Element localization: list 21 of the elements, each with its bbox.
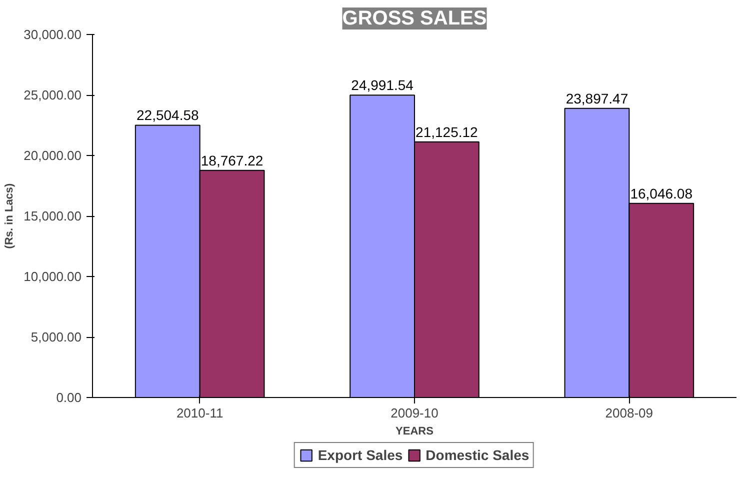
data-label: 23,897.47 [566,90,628,106]
data-label: 16,046.08 [630,185,693,202]
legend-label: Domestic Sales [426,447,530,463]
x-axis-title: YEARS [396,426,434,438]
data-label: 24,991.54 [351,77,414,94]
y-tick-label: 10,000.00 [24,269,82,284]
y-tick-label: 30,000.00 [24,27,82,42]
chart-title: GROSS SALES [342,8,487,30]
x-tick-label: 2010-11 [176,406,224,420]
x-tick-label: 2008-09 [605,406,654,420]
data-label: 21,125.12 [416,124,478,140]
y-tick-label: 15,000.00 [24,208,82,224]
legend-label: Export Sales [318,447,403,463]
y-tick-label: 0.00 [56,390,82,405]
data-label: 18,767.22 [200,152,264,168]
y-tick-label: 20,000.00 [24,148,82,163]
x-tick-label: 2009-10 [390,406,438,420]
y-tick-label: 5,000.00 [30,330,82,344]
y-axis-title: (Rs. in Lacs) [4,182,16,249]
y-tick-label: 25,000.00 [24,88,82,102]
data-label: 22,504.58 [136,107,199,124]
